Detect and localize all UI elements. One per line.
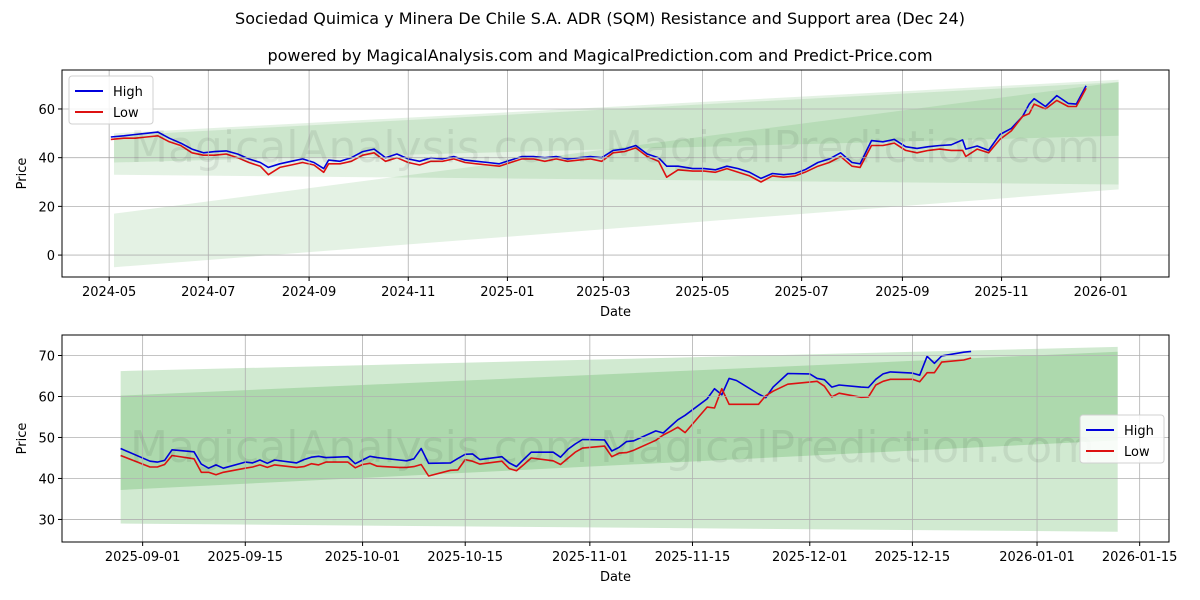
watermark: MagicalPrediction.com (600, 422, 1095, 473)
top-chart-full-range: MagicalAnalysis.com MagicalPrediction.com… (15, 69, 1170, 320)
x-tick-label: 2024-07 (181, 285, 235, 300)
watermark: MagicalAnalysis.com (130, 122, 588, 173)
legend-label-low: Low (113, 106, 139, 121)
legend: High Low (1079, 414, 1165, 464)
x-tick-label: 2026-01 (1074, 285, 1128, 300)
y-tick-label: 40 (38, 472, 55, 487)
y-axis-label: Price (15, 158, 30, 190)
x-axis-label: Date (600, 570, 631, 585)
x-tick-label: 2025-12-15 (875, 550, 951, 565)
legend-label-high: High (1124, 424, 1154, 439)
plot-area (120, 346, 1118, 532)
series-high-line (120, 350, 972, 470)
support-band-lower-area (114, 82, 1119, 268)
y-tick-label: 20 (38, 200, 55, 215)
y-tick-label: 50 (38, 431, 55, 446)
y-axis-label: Price (15, 423, 30, 455)
x-tick-label: 2025-10-15 (427, 550, 503, 565)
y-tick-label: 70 (38, 349, 55, 364)
chart-subtitle: powered by MagicalAnalysis.com and Magic… (267, 46, 933, 65)
x-tick-label: 2025-09-01 (105, 550, 181, 565)
x-tick-label: 2024-11 (381, 285, 435, 300)
axes-frame (61, 69, 1170, 278)
series-high-line (110, 85, 1087, 180)
x-tick-label: 2025-11-15 (655, 550, 731, 565)
y-tick-label: 60 (38, 103, 55, 118)
series-low-line (110, 87, 1087, 183)
x-tick-label: 2026-01-01 (999, 550, 1075, 565)
grid (62, 70, 1169, 277)
x-tick-label: 2025-09-15 (207, 550, 283, 565)
x-tick-label: 2025-11 (974, 285, 1028, 300)
y-tick-label: 60 (38, 390, 55, 405)
x-tick-label: 2025-01 (480, 285, 534, 300)
x-axis-label: Date (600, 305, 631, 320)
legend: High Low (68, 75, 154, 125)
resistance-band-outer (114, 79, 1119, 185)
x-tick-label: 2025-11-01 (552, 550, 628, 565)
resistance-band-inner (114, 82, 1119, 163)
x-tick-label: 2025-09 (875, 285, 929, 300)
x-tick-label: 2025-12-01 (772, 550, 848, 565)
x-tick-label: 2026-01-15 (1102, 550, 1178, 565)
bottom-chart-recent-range: MagicalAnalysis.com MagicalPrediction.com… (15, 334, 1178, 585)
axes-frame (61, 334, 1170, 543)
series-low-line (120, 357, 972, 477)
grid (62, 335, 1169, 542)
chart-title: Sociedad Quimica y Minera De Chile S.A. … (235, 9, 965, 28)
y-tick-label: 40 (38, 152, 55, 167)
legend-label-high: High (113, 85, 143, 100)
watermark: MagicalPrediction.com (605, 122, 1100, 173)
x-tick-label: 2025-07 (774, 285, 828, 300)
x-tick-label: 2024-09 (282, 285, 336, 300)
x-tick-label: 2025-05 (675, 285, 729, 300)
y-tick-label: 0 (47, 249, 55, 264)
support-band-outer-area (120, 346, 1118, 532)
watermark: MagicalAnalysis.com (130, 422, 588, 473)
plot-area (110, 79, 1119, 268)
legend-label-low: Low (1124, 445, 1150, 460)
x-tick-label: 2025-03 (576, 285, 630, 300)
y-tick-label: 30 (38, 513, 55, 528)
x-tick-label: 2024-05 (82, 285, 136, 300)
x-tick-label: 2025-10-01 (325, 550, 401, 565)
